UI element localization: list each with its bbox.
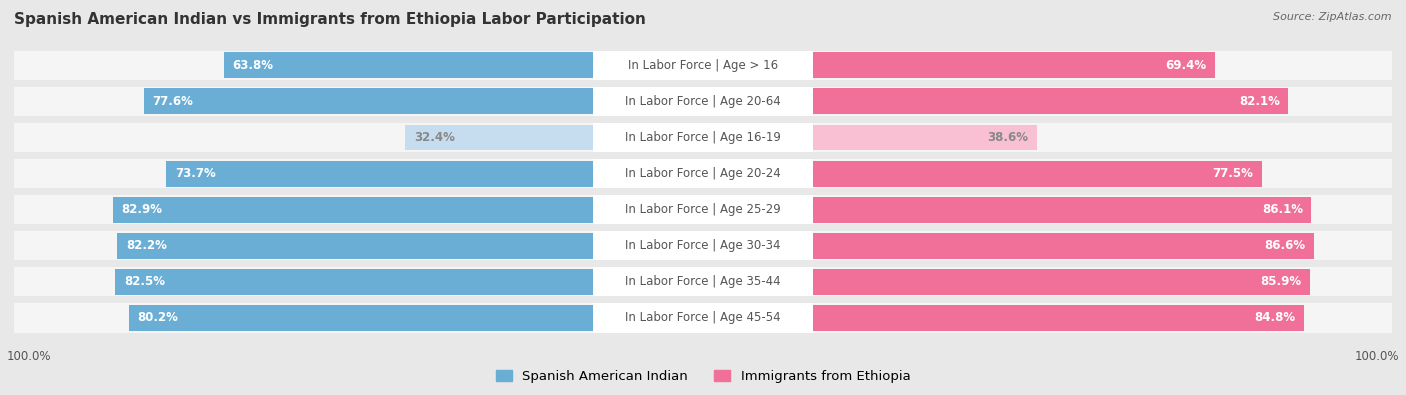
Bar — [813, 161, 1261, 186]
Bar — [813, 51, 1392, 80]
Bar — [14, 87, 593, 116]
Text: 86.6%: 86.6% — [1264, 239, 1306, 252]
Bar — [128, 305, 593, 331]
Bar — [593, 195, 813, 224]
Text: In Labor Force | Age 35-44: In Labor Force | Age 35-44 — [626, 275, 780, 288]
Text: 84.8%: 84.8% — [1254, 311, 1295, 324]
Bar — [112, 197, 593, 222]
Text: 32.4%: 32.4% — [413, 131, 454, 144]
Bar — [813, 305, 1303, 331]
Bar — [593, 51, 813, 80]
Bar — [14, 123, 593, 152]
Bar — [813, 267, 1392, 297]
Bar — [593, 267, 813, 297]
Bar — [14, 51, 593, 80]
Text: 80.2%: 80.2% — [138, 311, 179, 324]
Bar — [14, 231, 593, 260]
Text: 82.5%: 82.5% — [124, 275, 165, 288]
Text: 73.7%: 73.7% — [174, 167, 215, 180]
Bar — [166, 161, 593, 186]
Text: 86.1%: 86.1% — [1261, 203, 1303, 216]
Bar — [593, 303, 813, 333]
Bar — [813, 269, 1310, 295]
Bar — [115, 269, 593, 295]
Text: 100.0%: 100.0% — [7, 350, 52, 363]
Bar — [593, 123, 813, 152]
Bar — [14, 267, 593, 297]
Bar — [813, 303, 1392, 333]
Text: 77.6%: 77.6% — [152, 95, 193, 108]
Bar — [224, 53, 593, 78]
Text: Source: ZipAtlas.com: Source: ZipAtlas.com — [1274, 12, 1392, 22]
Text: 82.9%: 82.9% — [122, 203, 163, 216]
Bar — [593, 87, 813, 116]
Bar — [593, 51, 813, 80]
Text: In Labor Force | Age 20-24: In Labor Force | Age 20-24 — [626, 167, 780, 180]
Bar — [593, 231, 813, 260]
Text: 69.4%: 69.4% — [1166, 59, 1206, 72]
Text: 38.6%: 38.6% — [987, 131, 1028, 144]
Bar — [813, 231, 1392, 260]
Bar — [593, 303, 813, 333]
Legend: Spanish American Indian, Immigrants from Ethiopia: Spanish American Indian, Immigrants from… — [491, 365, 915, 388]
Bar — [593, 195, 813, 224]
Text: 100.0%: 100.0% — [1354, 350, 1399, 363]
Text: 82.2%: 82.2% — [125, 239, 167, 252]
Text: 63.8%: 63.8% — [232, 59, 273, 72]
Bar — [143, 88, 593, 115]
Bar — [593, 159, 813, 188]
Text: In Labor Force | Age 20-64: In Labor Force | Age 20-64 — [626, 95, 780, 108]
Bar — [593, 267, 813, 297]
Bar — [813, 197, 1312, 222]
Bar — [813, 53, 1215, 78]
Bar — [813, 123, 1392, 152]
Bar — [813, 88, 1288, 115]
Text: In Labor Force | Age 25-29: In Labor Force | Age 25-29 — [626, 203, 780, 216]
Bar — [813, 233, 1315, 259]
Bar — [14, 195, 593, 224]
Bar — [14, 303, 593, 333]
Text: Spanish American Indian vs Immigrants from Ethiopia Labor Participation: Spanish American Indian vs Immigrants fr… — [14, 12, 645, 27]
Bar — [813, 195, 1392, 224]
Bar — [14, 159, 593, 188]
Bar — [593, 87, 813, 116]
Text: In Labor Force | Age 45-54: In Labor Force | Age 45-54 — [626, 311, 780, 324]
Bar — [117, 233, 593, 259]
Bar — [593, 159, 813, 188]
Text: 82.1%: 82.1% — [1239, 95, 1279, 108]
Bar — [593, 123, 813, 152]
Text: 85.9%: 85.9% — [1261, 275, 1302, 288]
Bar — [593, 231, 813, 260]
Text: In Labor Force | Age > 16: In Labor Force | Age > 16 — [628, 59, 778, 72]
Text: 77.5%: 77.5% — [1212, 167, 1253, 180]
Text: In Labor Force | Age 30-34: In Labor Force | Age 30-34 — [626, 239, 780, 252]
Bar — [813, 159, 1392, 188]
Text: In Labor Force | Age 16-19: In Labor Force | Age 16-19 — [626, 131, 780, 144]
Bar — [405, 124, 593, 150]
Bar — [813, 87, 1392, 116]
Bar — [813, 124, 1036, 150]
